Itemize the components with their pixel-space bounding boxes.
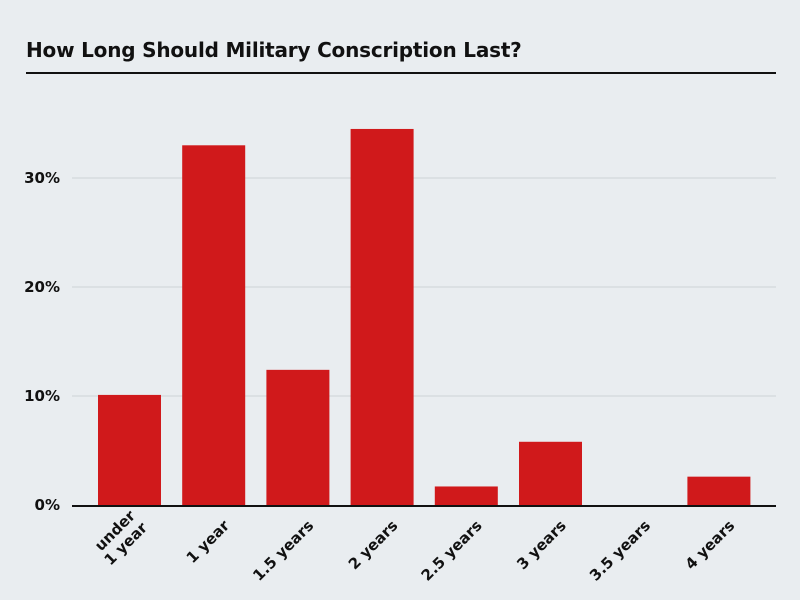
title-underline bbox=[26, 72, 776, 74]
x-tick-label: 1.5 years bbox=[249, 517, 317, 585]
x-tick-label: 3.5 years bbox=[586, 517, 654, 585]
bar bbox=[266, 369, 330, 505]
bar bbox=[98, 394, 161, 505]
y-tick-label: 30% bbox=[24, 169, 60, 187]
bar bbox=[350, 128, 414, 505]
bar bbox=[182, 145, 246, 506]
bar bbox=[687, 476, 751, 505]
bar bbox=[434, 486, 498, 505]
y-tick-label: 20% bbox=[24, 278, 60, 296]
chart-title: How Long Should Military Conscription La… bbox=[26, 38, 522, 62]
x-tick-label: 2 years bbox=[345, 517, 402, 574]
x-tick-label: 2.5 years bbox=[418, 517, 486, 585]
y-tick-label: 0% bbox=[35, 496, 60, 514]
x-tick-label: 1 year bbox=[183, 516, 234, 567]
x-tick-label: 4 years bbox=[682, 517, 739, 574]
y-tick-label: 10% bbox=[24, 387, 60, 405]
x-tick-label: 3 years bbox=[513, 517, 570, 574]
x-tick-label: under1 year bbox=[89, 506, 152, 569]
bar bbox=[519, 441, 582, 505]
